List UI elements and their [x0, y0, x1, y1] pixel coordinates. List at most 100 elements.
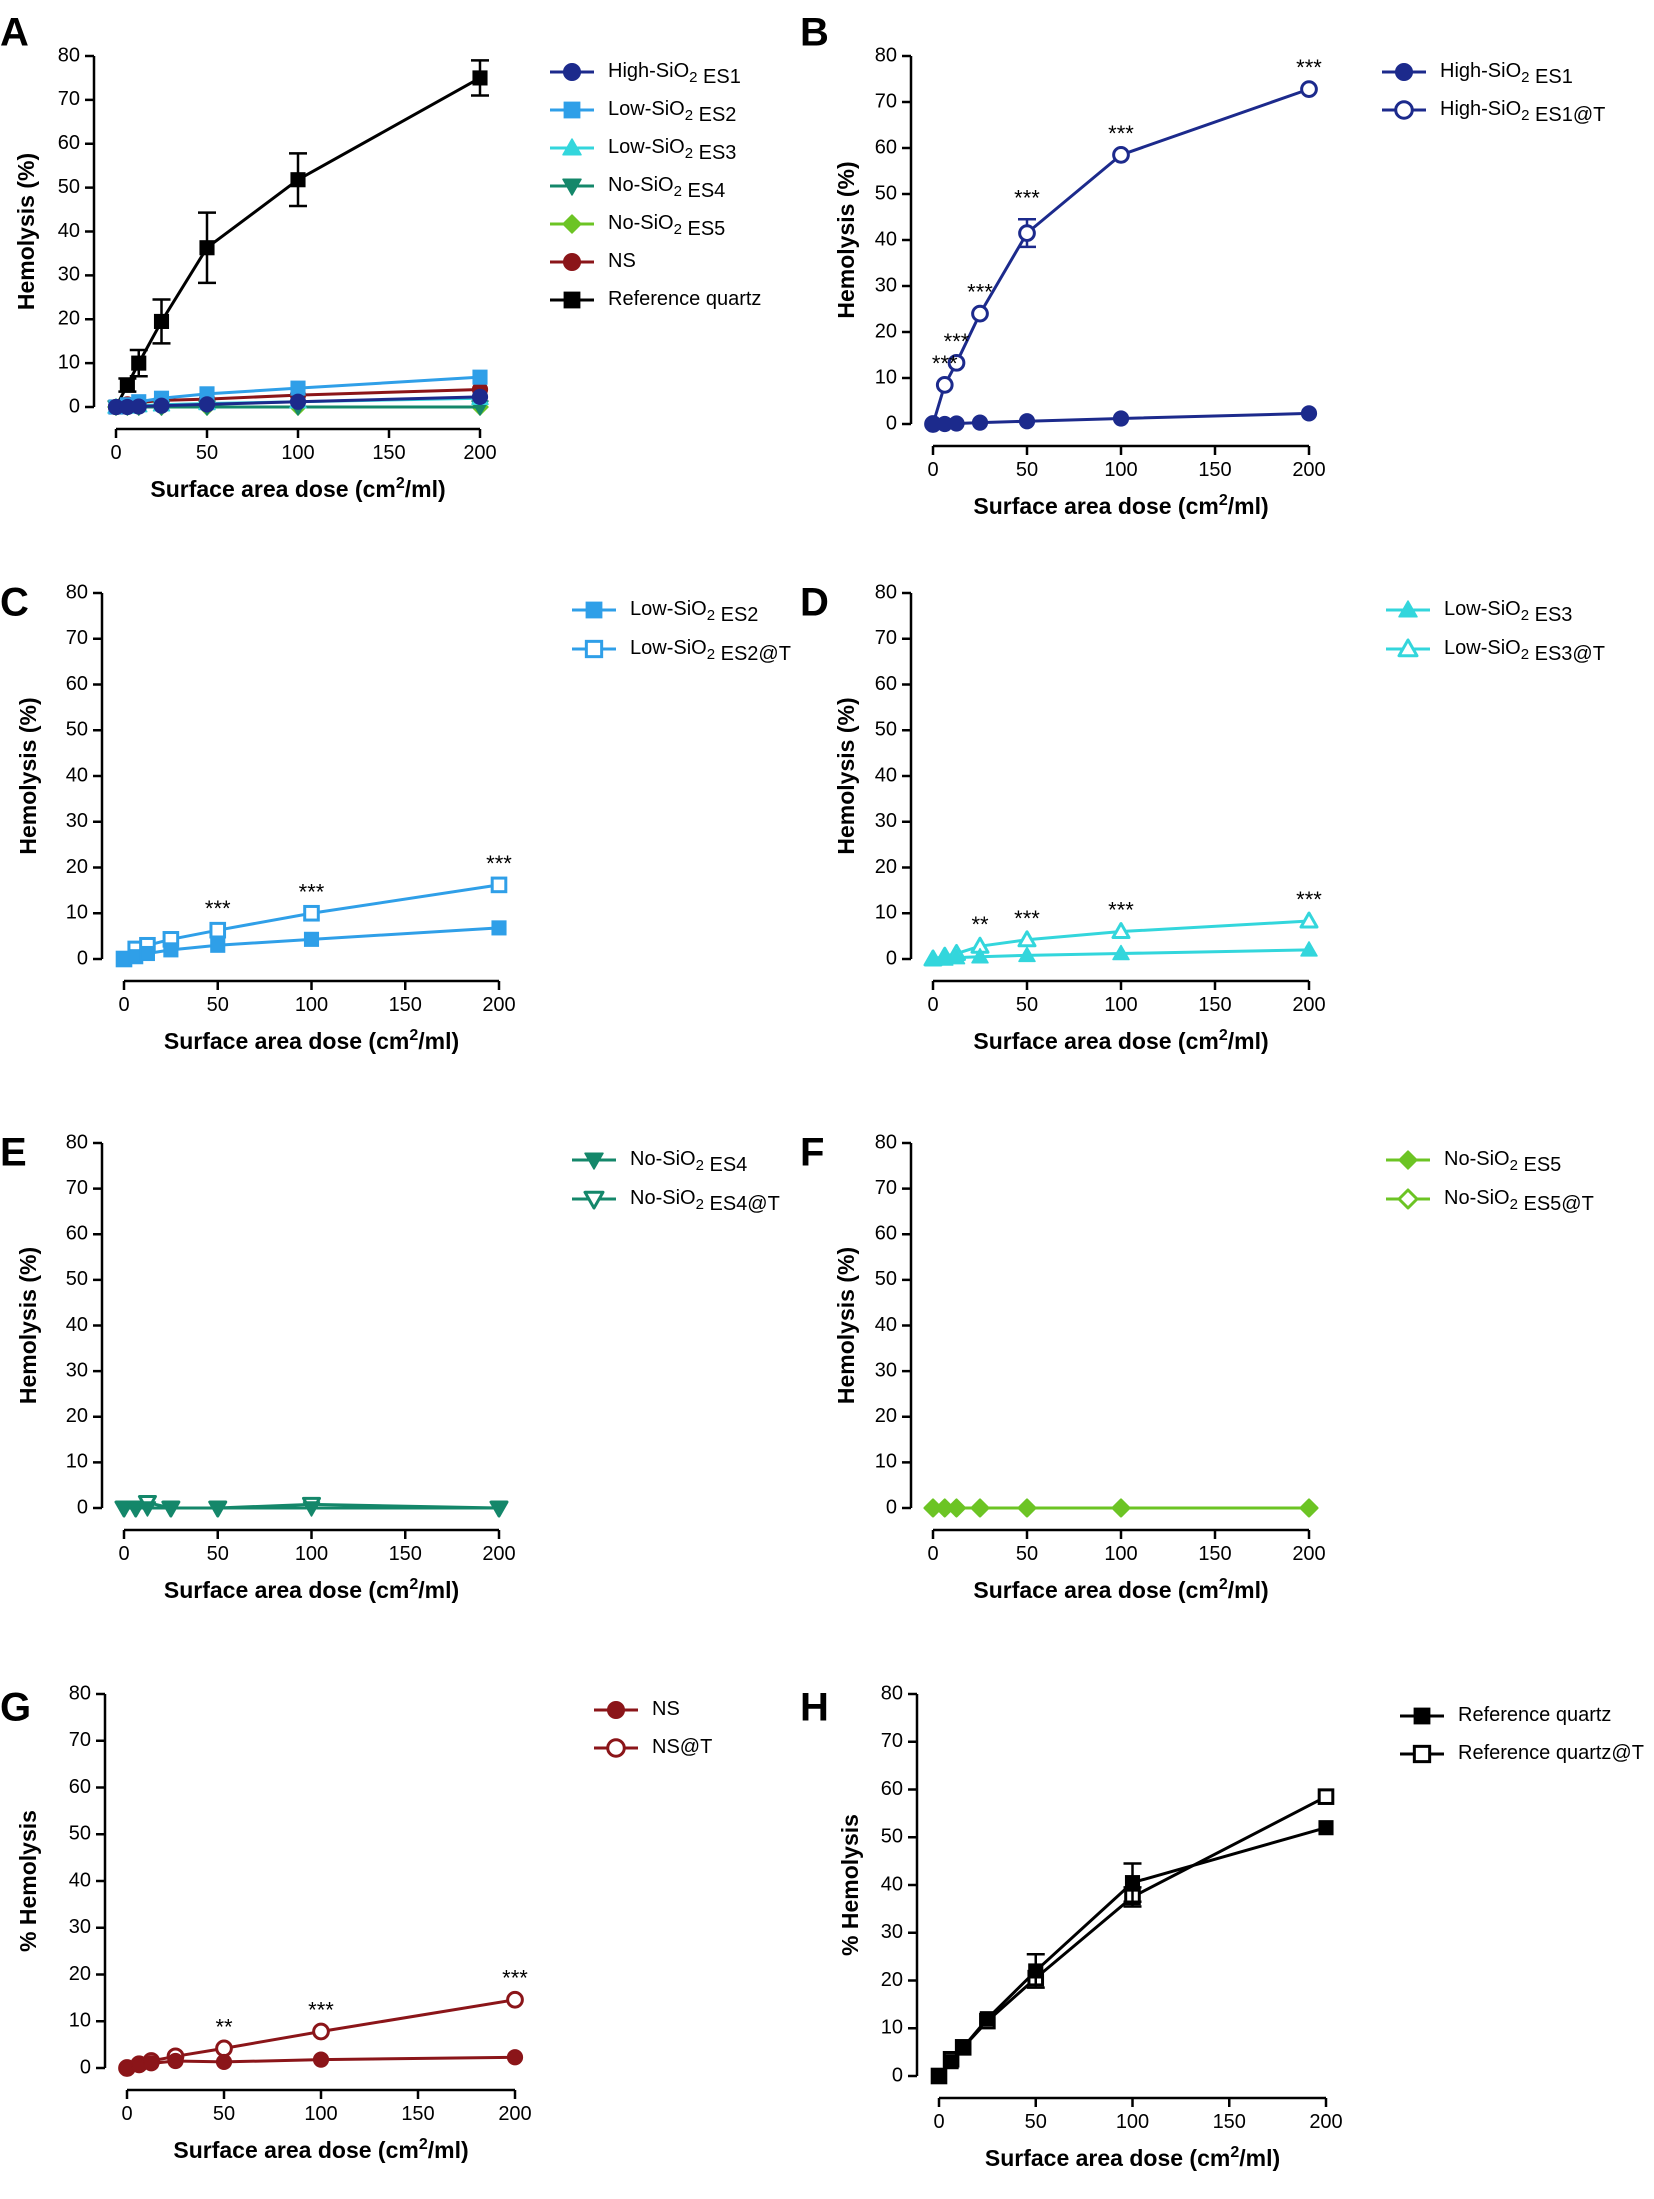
legend-label: High-SiO2 ES1	[1440, 60, 1573, 88]
significance-label: ***	[205, 896, 231, 921]
y-tick-label: 70	[875, 90, 897, 112]
y-tick-label: 0	[80, 2056, 91, 2078]
y-tick-label: 70	[66, 627, 88, 649]
data-point	[955, 2039, 971, 2055]
x-tick-label: 200	[463, 442, 496, 464]
data-point	[1300, 1499, 1318, 1517]
y-tick-label: 20	[66, 1405, 88, 1427]
legend-item: NS	[550, 250, 636, 272]
data-point	[1018, 946, 1036, 963]
series-low-sio-es3	[924, 941, 1318, 966]
y-axis-title: Hemolysis (%)	[833, 161, 859, 318]
series-line	[937, 1795, 1327, 2077]
y-tick-label: 50	[66, 1268, 88, 1290]
series-high-sio-es1-t: ******************	[924, 55, 1322, 433]
data-point	[472, 369, 488, 385]
legend-item: No-SiO2 ES5	[550, 212, 725, 240]
x-tick-label: 50	[1016, 1543, 1038, 1565]
y-tick-label: 20	[875, 856, 897, 878]
y-tick-label: 80	[58, 44, 80, 66]
legend: Reference quartz Reference quartz@T	[1400, 1704, 1644, 1764]
legend-label: No-SiO2 ES5	[1444, 1148, 1561, 1176]
legend-label: High-SiO2 ES1	[608, 60, 741, 88]
y-tick-label: 60	[69, 1776, 91, 1798]
y-tick-label: 80	[66, 581, 88, 603]
data-point	[126, 1501, 145, 1517]
significance-label: ***	[932, 351, 958, 376]
legend-label: No-SiO2 ES4	[630, 1148, 747, 1176]
x-tick-label: 100	[304, 2103, 337, 2125]
y-tick-label: 30	[69, 1916, 91, 1938]
y-axis-title: Hemolysis (%)	[15, 697, 41, 854]
y-axis-title: Hemolysis (%)	[15, 1247, 41, 1404]
x-axis-title: Surface area dose (cm2/ml)	[973, 492, 1268, 519]
y-tick-label: 60	[66, 1223, 88, 1245]
data-point	[290, 172, 306, 188]
y-tick-label: 60	[66, 673, 88, 695]
x-tick-label: 150	[389, 1543, 422, 1565]
data-point	[1112, 146, 1130, 164]
y-tick-label: 10	[66, 1451, 88, 1473]
y-tick-label: 80	[881, 1682, 903, 1704]
legend-item: No-SiO2 ES5@T	[1386, 1187, 1594, 1215]
significance-label: ***	[1108, 898, 1134, 923]
series-reference-quartz	[108, 59, 489, 415]
data-point	[215, 2053, 233, 2071]
significance-label: ***	[1014, 185, 1040, 210]
legend-marker	[1413, 1707, 1431, 1725]
data-point	[472, 70, 488, 86]
legend-marker	[1398, 600, 1418, 618]
y-tick-label: 10	[875, 366, 897, 388]
y-tick-label: 0	[886, 1496, 897, 1518]
series-no-sio-es5	[924, 1499, 1318, 1517]
legend-item: Reference quartz@T	[1400, 1742, 1644, 1764]
x-tick-label: 100	[281, 442, 314, 464]
legend-label: Reference quartz	[608, 288, 761, 310]
y-tick-label: 80	[875, 44, 897, 66]
data-point	[490, 876, 508, 894]
panel-h: H 0 10 20 30 40 50 60 70 80 0 50 100 150 200 % Hemolysi…	[800, 1682, 1644, 2171]
data-point	[199, 240, 215, 256]
legend-item: Reference quartz	[550, 288, 761, 310]
x-tick-label: 200	[1292, 994, 1325, 1016]
x-tick-label: 200	[482, 994, 515, 1016]
data-point	[471, 388, 489, 406]
data-point	[1111, 922, 1131, 940]
data-point	[1317, 1788, 1335, 1805]
y-tick-label: 70	[58, 88, 80, 110]
y-tick-label: 70	[875, 1177, 897, 1199]
legend-label: Reference quartz@T	[1458, 1742, 1644, 1764]
y-tick-label: 0	[77, 1496, 88, 1518]
legend-marker	[563, 291, 581, 309]
panel-b: B 0 10 20 30 40 50 60 70 80 0 50 100 150 200 Hemolysis …	[800, 11, 1605, 519]
legend-label: NS	[608, 250, 636, 272]
legend-label: No-SiO2 ES5	[608, 212, 725, 240]
y-tick-label: 10	[69, 2010, 91, 2032]
data-point	[289, 393, 307, 410]
data-point	[1018, 413, 1036, 430]
y-tick-label: 10	[881, 2017, 903, 2039]
panel-f: F 0 10 20 30 40 50 60 70 80 0 50 100 150 200 Hemolysis …	[800, 1131, 1594, 1603]
data-point	[139, 945, 155, 962]
x-tick-label: 150	[1213, 2111, 1246, 2133]
legend-item: Reference quartz	[1400, 1704, 1611, 1726]
series-high-sio-es1	[924, 405, 1318, 433]
data-point	[167, 2052, 184, 2070]
panel-g: G 0 10 20 30 40 50 60 70 80 0 50 100 150 200 % Hemolysi…	[0, 1682, 712, 2163]
x-tick-label: 150	[1198, 1543, 1231, 1565]
y-tick-label: 10	[66, 902, 88, 924]
data-point	[1124, 1875, 1141, 1891]
series-no-sio-es4	[115, 1501, 508, 1517]
y-tick-label: 50	[66, 719, 88, 741]
data-point	[1300, 80, 1318, 98]
y-tick-label: 40	[66, 1314, 88, 1336]
x-tick-label: 0	[927, 1543, 938, 1565]
x-tick-label: 0	[110, 442, 121, 464]
y-tick-label: 40	[875, 228, 897, 250]
panel-a: A 0 10 20 30 40 50 60 70 80 0 50 100 150 200 Hemolysis …	[0, 11, 761, 502]
y-tick-label: 30	[66, 1359, 88, 1381]
panel-letter: D	[800, 581, 829, 625]
significance-label: ***	[967, 280, 993, 305]
data-point	[303, 904, 320, 922]
significance-label: ***	[308, 1998, 334, 2023]
